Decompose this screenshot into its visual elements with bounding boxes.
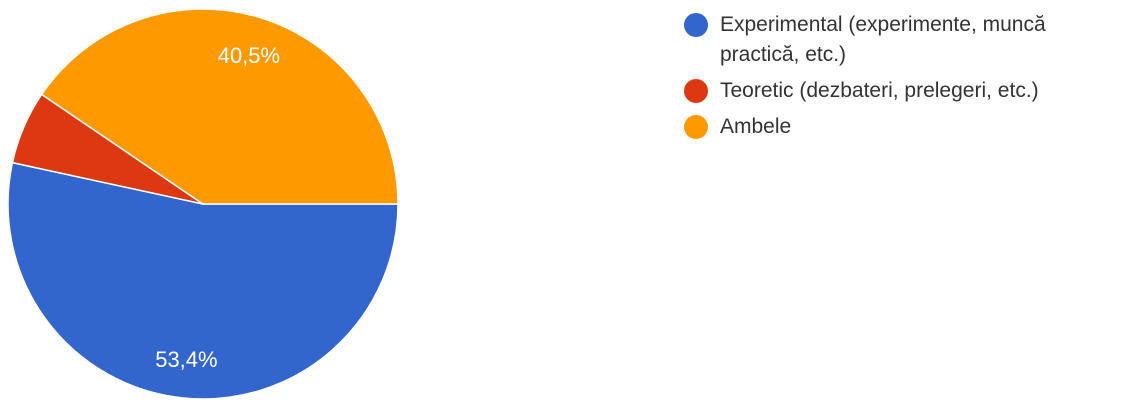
pie-slice[interactable] bbox=[40, 8, 399, 205]
legend-swatch-icon bbox=[684, 13, 708, 37]
slice-value-label: 40,5% bbox=[218, 43, 280, 68]
legend-label: Ambele bbox=[720, 115, 792, 138]
slice-value-label: 53,4% bbox=[155, 347, 217, 372]
legend-item-experimental[interactable]: Experimental (experimente, muncă practic… bbox=[684, 10, 1134, 70]
legend: Experimental (experimente, muncă practic… bbox=[684, 10, 1134, 148]
legend-label: Experimental (experimente, muncă practic… bbox=[720, 13, 1046, 66]
legend-item-teoretic[interactable]: Teoretic (dezbateri, prelegeri, etc.) bbox=[684, 76, 1134, 106]
pie-slices bbox=[7, 8, 399, 400]
pie-value-labels: 53,4% 40,5% bbox=[155, 43, 280, 372]
legend-item-ambele[interactable]: Ambele bbox=[684, 112, 1134, 142]
pie-slice[interactable] bbox=[7, 161, 399, 400]
legend-swatch-icon bbox=[684, 79, 708, 103]
legend-label: Teoretic (dezbateri, prelegeri, etc.) bbox=[720, 79, 1039, 102]
legend-swatch-icon bbox=[684, 115, 708, 139]
